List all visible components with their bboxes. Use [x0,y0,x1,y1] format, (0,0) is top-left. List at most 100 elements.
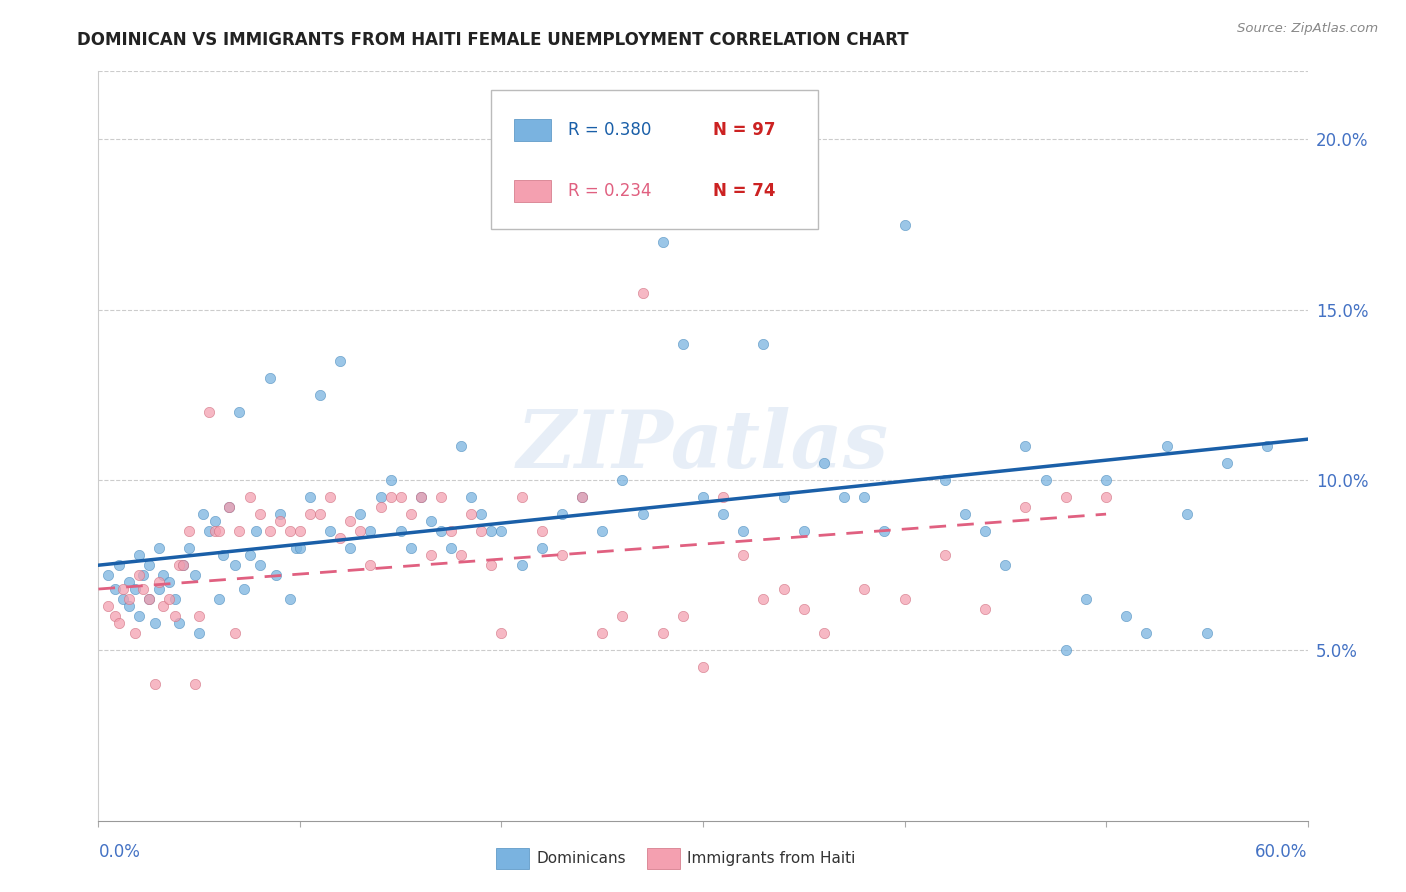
Point [1195,626,1218,640]
Text: R = 0.380: R = 0.380 [568,120,651,139]
Point [672,609,695,624]
Point [1095,490,1118,504]
Point [103,582,125,596]
Point [733,548,755,562]
Point [571,490,593,504]
Point [264,568,287,582]
Point [309,388,332,402]
Point [752,336,775,351]
Point [132,582,155,596]
Point [481,524,503,538]
Point [612,609,634,624]
Point [299,490,322,504]
Point [245,524,267,538]
Point [420,548,443,562]
Point [551,548,574,562]
Text: Dominicans: Dominicans [536,851,626,865]
Text: R = 0.234: R = 0.234 [568,182,651,200]
Text: N = 74: N = 74 [713,182,775,200]
Point [278,592,301,607]
Point [319,490,342,504]
Point [692,490,714,504]
Point [399,541,422,556]
Point [259,524,281,538]
Point [208,524,231,538]
Point [612,473,634,487]
Point [551,507,574,521]
Point [157,575,180,590]
Point [224,626,246,640]
Point [772,582,794,596]
Point [1156,439,1178,453]
Text: 60.0%: 60.0% [1256,843,1308,861]
Point [269,514,291,528]
Point [103,609,125,624]
Text: Source: ZipAtlas.com: Source: ZipAtlas.com [1237,22,1378,36]
Point [1216,456,1239,470]
Point [167,558,190,573]
Point [111,592,134,607]
Point [813,626,835,640]
Point [953,507,976,521]
Point [1014,500,1036,515]
Point [124,626,146,640]
Point [184,568,207,582]
Point [124,582,146,596]
Point [148,582,170,596]
Point [249,507,271,521]
Point [97,568,120,582]
FancyBboxPatch shape [515,119,551,141]
Point [994,558,1017,573]
Point [1135,626,1157,640]
Point [1054,643,1077,657]
Point [184,677,207,691]
Point [692,660,714,674]
Point [188,609,211,624]
Point [269,507,291,521]
Point [218,500,240,515]
Point [224,558,246,573]
Point [97,599,120,613]
Point [349,524,371,538]
Point [138,592,160,607]
Point [1014,439,1036,453]
Point [530,541,553,556]
Point [167,616,190,631]
Point [239,490,262,504]
Point [460,507,482,521]
Point [193,507,215,521]
Point [450,548,472,562]
Point [1256,439,1278,453]
Point [470,524,492,538]
Point [873,524,896,538]
Point [339,541,361,556]
Text: N = 97: N = 97 [713,120,775,139]
Point [370,500,392,515]
Point [299,507,322,521]
Point [143,616,166,631]
Point [204,524,226,538]
Text: ZIPatlas: ZIPatlas [517,408,889,484]
Point [128,568,150,582]
Point [370,490,392,504]
Point [450,439,472,453]
Point [204,514,226,528]
Point [813,456,835,470]
Point [218,500,240,515]
Point [107,558,129,573]
Point [974,524,997,538]
Point [148,575,170,590]
Point [1115,609,1137,624]
Point [733,524,755,538]
Point [118,599,141,613]
Point [163,592,186,607]
Point [440,541,463,556]
Point [360,558,382,573]
Point [481,558,503,573]
FancyBboxPatch shape [647,848,681,869]
Point [430,524,453,538]
Point [752,592,775,607]
FancyBboxPatch shape [515,180,551,202]
Point [491,524,513,538]
Point [309,507,332,521]
